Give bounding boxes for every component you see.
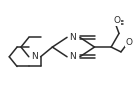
Text: N: N (70, 52, 76, 61)
Text: O: O (125, 38, 132, 47)
Text: N: N (31, 52, 38, 61)
Text: N: N (70, 33, 76, 42)
Text: O: O (114, 16, 121, 25)
